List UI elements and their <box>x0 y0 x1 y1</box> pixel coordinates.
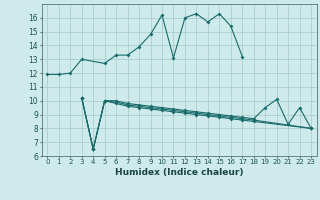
X-axis label: Humidex (Indice chaleur): Humidex (Indice chaleur) <box>115 168 244 177</box>
